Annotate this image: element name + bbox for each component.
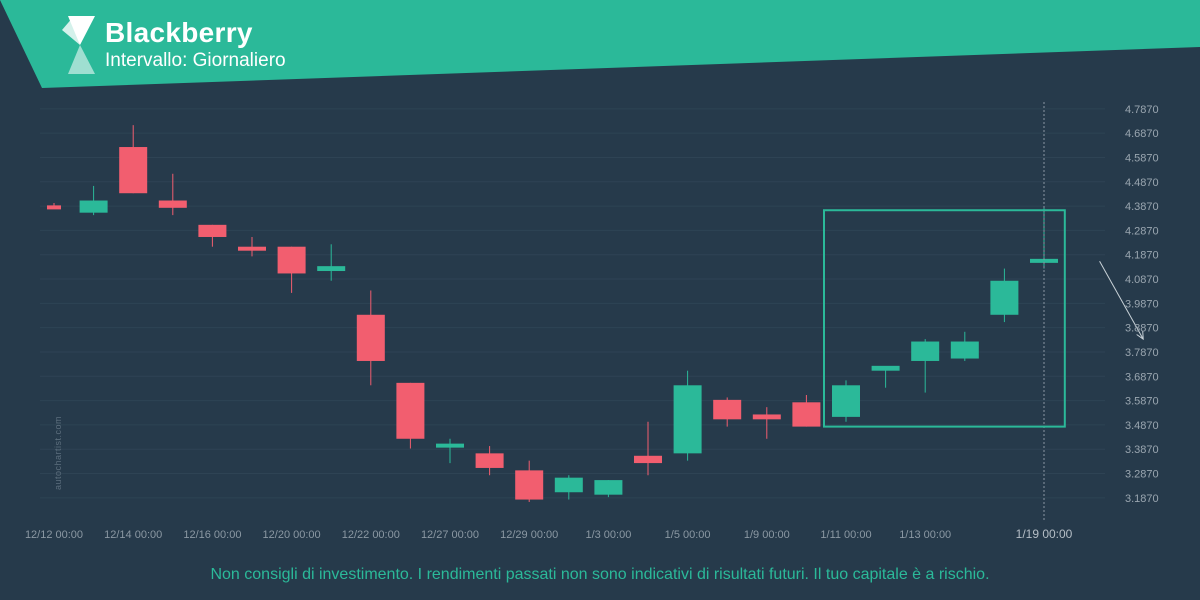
y-tick-label: 3.5870 <box>1125 396 1159 408</box>
y-tick-label: 3.3870 <box>1125 444 1159 456</box>
x-tick-label: 12/22 00:00 <box>342 529 400 541</box>
x-tick-label: 12/16 00:00 <box>183 529 241 541</box>
candle <box>158 173 187 216</box>
y-tick-label: 4.1870 <box>1125 250 1159 262</box>
grid-lines <box>40 108 1105 499</box>
candle <box>475 446 504 476</box>
bearish-candle-body <box>198 224 227 237</box>
bearish-candle-body <box>47 205 61 210</box>
y-axis: 4.7870 4.6870 4.5870 4.4870 4.3870 4.2870 4.18… <box>1125 104 1159 505</box>
bullish-candle-body <box>436 443 464 448</box>
candle <box>277 246 306 293</box>
candle <box>832 380 860 422</box>
candle <box>634 421 662 476</box>
y-tick-label: 4.4870 <box>1125 177 1159 189</box>
bearish-candle-body <box>634 455 662 464</box>
y-tick-label: 4.7870 <box>1125 104 1159 116</box>
y-tick-label: 3.9870 <box>1125 298 1159 310</box>
bullish-candle-body <box>79 200 108 213</box>
candle <box>396 382 425 449</box>
x-tick-label: 1/13 00:00 <box>899 529 951 541</box>
autochartist-logo <box>62 16 95 74</box>
x-tick-label: 12/14 00:00 <box>104 529 162 541</box>
pattern-box <box>823 209 1066 428</box>
x-tick-label: 12/29 00:00 <box>500 529 558 541</box>
x-tick-label: 1/19 00:00 <box>1016 527 1073 541</box>
bearish-candle-body <box>356 314 385 361</box>
pattern-overlay <box>823 102 1144 522</box>
candle <box>317 244 346 281</box>
candle <box>198 224 227 247</box>
bullish-candle-body <box>950 341 979 359</box>
header-band <box>0 0 1200 88</box>
watermark: autochartist.com <box>53 415 63 490</box>
y-tick-label: 3.6870 <box>1125 371 1159 383</box>
y-tick-label: 4.2870 <box>1125 225 1159 237</box>
x-tick-label: 12/20 00:00 <box>263 529 321 541</box>
y-tick-label: 3.8870 <box>1125 323 1159 335</box>
bullish-candle-body <box>990 280 1019 315</box>
bullish-candle-body <box>832 385 860 417</box>
candle <box>594 480 623 498</box>
candle <box>950 331 979 361</box>
bearish-candle-body <box>396 382 425 439</box>
candle <box>673 370 702 461</box>
y-tick-label: 3.4870 <box>1125 420 1159 432</box>
candle <box>436 438 464 464</box>
x-tick-label: 1/5 00:00 <box>665 529 711 541</box>
y-tick-label: 3.2870 <box>1125 469 1159 481</box>
x-tick-label: 1/3 00:00 <box>585 529 631 541</box>
candle <box>990 268 1019 323</box>
bullish-candle-body <box>317 266 346 272</box>
candle <box>515 460 544 502</box>
bullish-candle-body <box>673 385 702 454</box>
bullish-candle-body <box>594 480 623 495</box>
candle <box>119 125 148 194</box>
candle <box>911 339 940 393</box>
bearish-candle-body <box>713 399 742 420</box>
candle <box>554 475 583 500</box>
candle <box>713 397 742 427</box>
bearish-candle-body <box>119 147 148 194</box>
x-axis: 12/12 00:00 12/14 00:00 12/16 00:00 12/20 0… <box>25 527 1073 541</box>
x-tick-label: 12/12 00:00 <box>25 529 83 541</box>
candle <box>238 236 266 257</box>
y-tick-label: 4.3870 <box>1125 201 1159 213</box>
candles <box>47 125 1058 502</box>
x-tick-label: 1/11 00:00 <box>820 529 871 541</box>
bearish-candle-body <box>475 453 504 468</box>
y-tick-label: 3.7870 <box>1125 347 1159 359</box>
forecast-arrow-line <box>1099 261 1144 340</box>
y-tick-label: 4.0870 <box>1125 274 1159 286</box>
bearish-candle-body <box>752 414 781 420</box>
bearish-candle-body <box>158 200 187 208</box>
x-tick-label: 12/27 00:00 <box>421 529 479 541</box>
bearish-candle-body <box>515 470 544 500</box>
bullish-candle-body <box>554 477 583 493</box>
y-tick-label: 4.6870 <box>1125 128 1159 140</box>
candle <box>79 185 108 216</box>
candle <box>871 365 900 388</box>
bearish-candle-body <box>238 246 266 251</box>
candle <box>752 407 781 439</box>
candle <box>356 290 385 386</box>
candle <box>792 395 821 427</box>
bullish-candle-body <box>871 365 900 371</box>
bearish-candle-body <box>792 402 821 427</box>
x-tick-label: 1/9 00:00 <box>744 529 790 541</box>
chart-title: Blackberry <box>105 17 253 48</box>
disclaimer: Non consigli di investimento. I rendimen… <box>210 566 990 583</box>
y-tick-label: 4.5870 <box>1125 152 1159 164</box>
bullish-candle-body <box>1030 258 1058 263</box>
y-tick-label: 3.1870 <box>1125 493 1159 505</box>
chart-subtitle: Intervallo: Giornaliero <box>105 50 286 71</box>
candle <box>47 202 61 210</box>
bullish-candle-body <box>911 341 940 361</box>
forecast-arrow-head <box>1136 331 1144 341</box>
bearish-candle-body <box>277 246 306 274</box>
